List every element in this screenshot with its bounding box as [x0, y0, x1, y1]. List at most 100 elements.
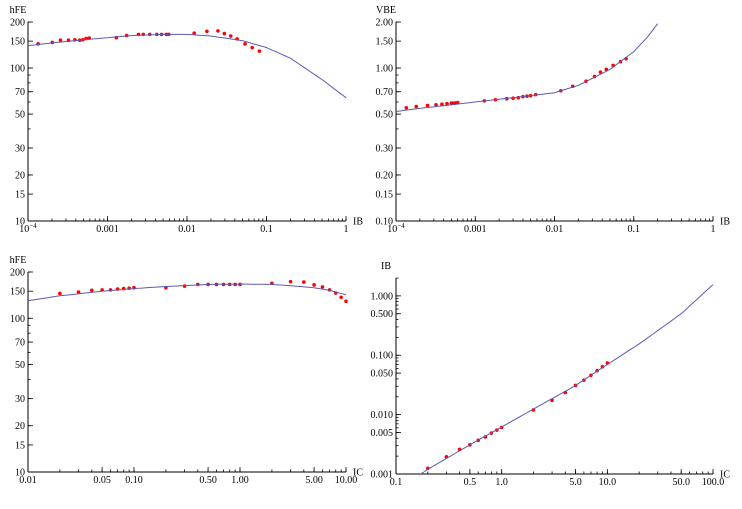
y-tick-label: 70 — [15, 338, 25, 349]
y-tick-label: 1.00 — [376, 64, 394, 75]
y-tick-label: 0.050 — [371, 369, 394, 380]
y-tick-label: 2.00 — [376, 18, 394, 29]
y-tick-label: 50 — [15, 360, 25, 371]
data-point — [445, 101, 449, 106]
data-point — [76, 290, 81, 294]
data-point — [288, 279, 293, 284]
y-tick-label: 0.30 — [376, 144, 394, 155]
y-tick-label: 15 — [15, 440, 25, 451]
fit-curve — [419, 284, 714, 474]
y-tick-label: 150 — [10, 287, 25, 298]
y-tick-label: 20 — [15, 170, 25, 181]
data-point — [344, 299, 348, 304]
y-tick-label: 0.20 — [376, 170, 394, 181]
x-tick-label: 10.00 — [335, 475, 358, 486]
y-tick-label: 0.70 — [376, 87, 394, 98]
data-point — [455, 100, 460, 105]
y-axis-title: hFE — [10, 255, 27, 266]
y-tick-label: 0.001 — [371, 470, 394, 481]
y-axis-title: VBE — [376, 5, 396, 16]
y-axis-title: hFE — [10, 5, 27, 16]
x-tick-label: 0.1 — [260, 224, 273, 235]
data-point — [339, 295, 343, 300]
fit-curve — [396, 23, 658, 112]
data-point — [228, 34, 233, 38]
y-tick-label: 0.010 — [371, 410, 394, 421]
data-point — [449, 101, 454, 105]
x-axis-title: IB — [720, 217, 730, 228]
x-tick-label: 5.00 — [305, 475, 323, 486]
y-tick-label: 100 — [10, 314, 25, 325]
x-axis-title: IB — [353, 217, 363, 228]
y-tick-label: 0.005 — [371, 428, 394, 439]
x-tick-label: 0.001 — [96, 224, 119, 235]
data-point — [312, 283, 316, 287]
x-tick-label: 5.0 — [569, 477, 582, 488]
y-tick-label: 0.50 — [376, 110, 394, 121]
x-tick-label: 50.0 — [672, 477, 690, 488]
x-tick-label: 0.5 — [464, 477, 477, 488]
y-tick-label: 200 — [10, 18, 25, 29]
x-tick-label: 1.0 — [495, 477, 508, 488]
x-tick-label: 1.00 — [231, 475, 249, 486]
fit-curve — [28, 283, 347, 302]
data-point — [192, 31, 196, 35]
chart-panel-1: 10−4 0.001 0.01 0.1 1101520305070100150200IB… — [10, 5, 364, 235]
x-tick-label: 0.001 — [464, 224, 487, 235]
x-tick-label: 1 — [344, 224, 349, 235]
data-point — [58, 38, 63, 43]
x-tick-label: 0.01 — [19, 475, 37, 486]
y-axis-title: IB — [381, 261, 391, 272]
x-tick-label: 0.10 — [125, 475, 143, 486]
data-point — [452, 101, 457, 105]
data-point — [598, 70, 603, 74]
y-tick-label: 200 — [10, 268, 25, 279]
x-tick-label: 0.05 — [93, 475, 111, 486]
fit-curve — [28, 33, 347, 99]
x-tick-label: 0.50 — [199, 475, 217, 486]
x-tick-label: 0.01 — [546, 224, 564, 235]
y-tick-label: 1.000 — [371, 291, 394, 302]
x-axis-title: IC — [353, 468, 363, 479]
y-tick-label: 10 — [15, 468, 25, 479]
data-point — [243, 42, 247, 46]
x-tick-label: 0.01 — [178, 224, 196, 235]
data-point — [250, 45, 255, 50]
y-tick-label: 10 — [15, 217, 25, 228]
x-tick-label: 0.1 — [390, 477, 403, 488]
chart-panel-4: 0.1 0.5 1.0 5.0 10.0 50.0 100.0 0.001 0.005 0.010… — [371, 261, 731, 488]
y-tick-label: 0.500 — [371, 309, 394, 320]
x-tick-label: 100.0 — [702, 477, 725, 488]
data-point — [257, 49, 262, 53]
y-tick-label: 0.10 — [376, 217, 394, 228]
x-tick-label: 10.0 — [599, 477, 617, 488]
x-tick-label: 1 — [711, 224, 716, 235]
data-point — [425, 103, 430, 108]
y-tick-label: 100 — [10, 64, 25, 75]
data-point — [414, 104, 419, 109]
chart-panel-2: 10−4 0.001 0.01 0.1 10.100.150.200.300.500.7… — [376, 5, 731, 235]
y-tick-label: 70 — [15, 87, 25, 98]
data-point — [440, 102, 444, 107]
data-point — [58, 291, 62, 296]
y-tick-label: 1.50 — [376, 37, 394, 48]
y-tick-label: 0.15 — [376, 190, 394, 201]
chart-panel-3: 0.01 0.05 0.10 0.50 1.00 5.00 10.00 10 15 20 30 50 7… — [10, 255, 364, 486]
x-axis-title: IC — [720, 470, 730, 481]
data-point — [434, 103, 438, 107]
y-tick-label: 15 — [15, 190, 25, 201]
y-tick-label: 30 — [15, 394, 25, 405]
y-tick-label: 20 — [15, 421, 25, 432]
data-point — [90, 288, 94, 293]
data-point — [205, 29, 209, 34]
data-point — [404, 105, 409, 110]
data-point — [302, 280, 306, 284]
y-tick-label: 150 — [10, 37, 25, 48]
data-point — [222, 31, 227, 36]
y-tick-label: 30 — [15, 144, 25, 155]
y-tick-label: 0.100 — [371, 351, 394, 362]
y-tick-label: 50 — [15, 110, 25, 121]
data-point — [216, 29, 220, 33]
data-point — [320, 285, 325, 289]
